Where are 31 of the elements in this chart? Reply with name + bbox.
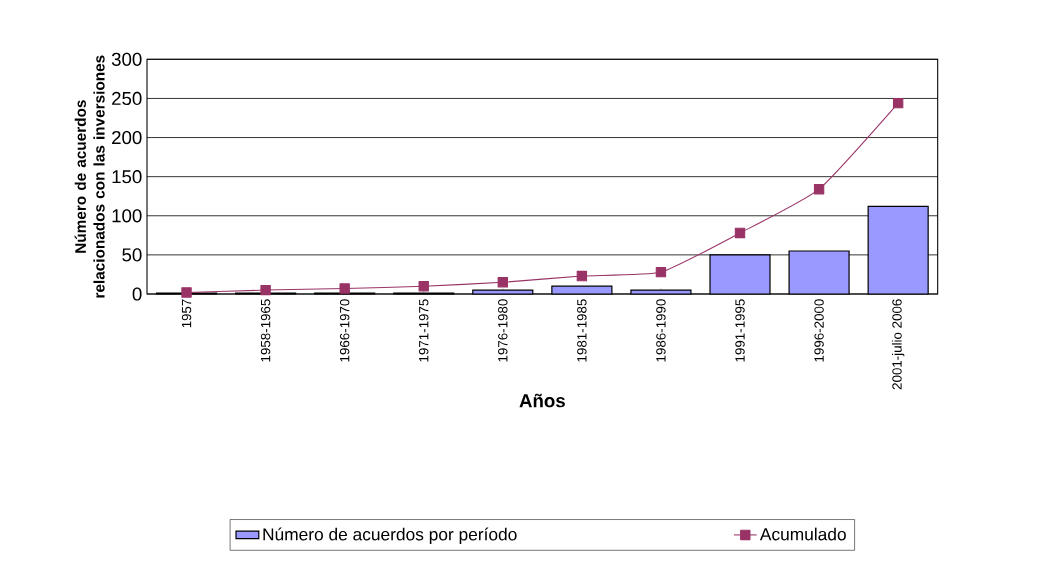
y-axis-title: Número de acuerdos relacionados con las inversiones <box>74 55 105 298</box>
x-tick-label: 1957 <box>181 299 192 328</box>
legend-label: Acumulado <box>759 527 846 541</box>
point <box>576 270 588 282</box>
y-tick-label: 250 <box>112 91 142 106</box>
x-tick-label: 1986-1990 <box>656 299 666 362</box>
y-tick-label: 150 <box>112 170 142 184</box>
point <box>655 266 667 278</box>
point <box>418 280 429 292</box>
x-tick-label: 1971-1975 <box>419 299 429 362</box>
y-tick-label: 100 <box>112 209 142 223</box>
y-tick-label: 200 <box>112 130 142 145</box>
point <box>497 277 509 288</box>
x-tick-label: 1991-1995 <box>735 299 745 362</box>
x-tick-label: 1981-1985 <box>577 299 587 362</box>
x-tick-label: 1966-1970 <box>339 299 350 362</box>
point <box>260 284 271 296</box>
legend-label: Número de acuerdos por período <box>263 527 517 544</box>
x-tick-label: 2001-julio 2006 <box>891 299 905 390</box>
y-tick-label: 0 <box>132 287 142 301</box>
y-tick-label: 300 <box>111 52 142 66</box>
point <box>892 97 904 109</box>
point <box>734 227 746 239</box>
x-tick-label: 1996-2000 <box>814 299 824 362</box>
point <box>813 183 825 195</box>
point <box>339 283 350 294</box>
point <box>181 287 192 298</box>
x-axis-title: Años <box>519 393 565 408</box>
x-tick-label: 1958-1965 <box>260 299 271 362</box>
y-tick-label: 50 <box>122 248 142 262</box>
x-tick-label: 1976-1980 <box>498 299 508 362</box>
